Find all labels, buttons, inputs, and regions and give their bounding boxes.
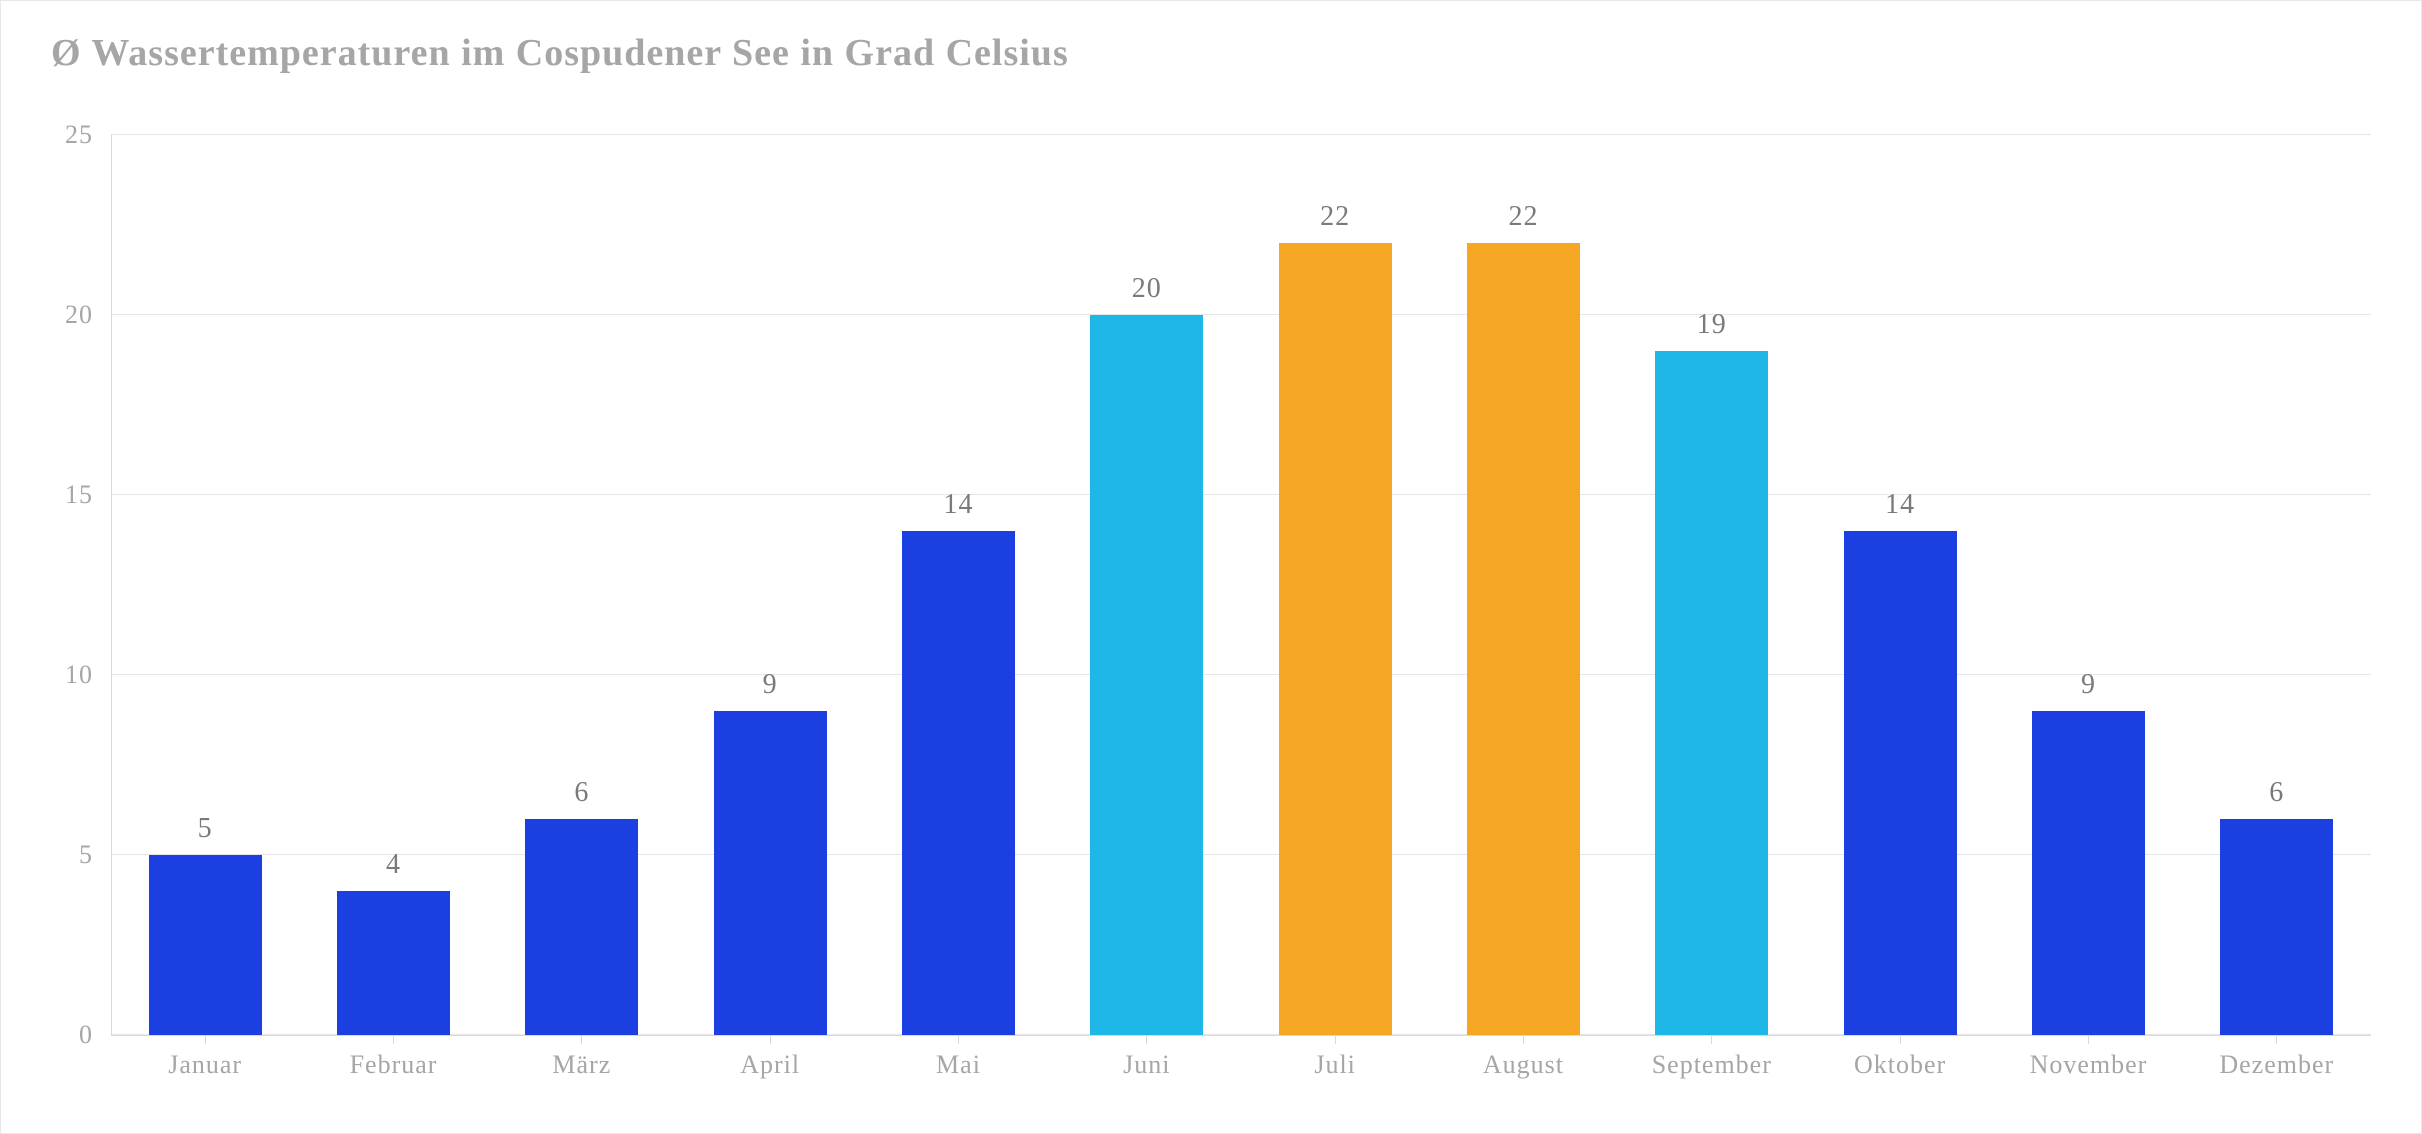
x-axis: Januar Februar März April Mai Juni Juli August S… bbox=[111, 1035, 2371, 1095]
bar-value-label: 19 bbox=[1697, 309, 1727, 341]
x-axis-label: August bbox=[1483, 1050, 1564, 1095]
y-tick-label: 10 bbox=[65, 660, 93, 690]
bar-value-label: 4 bbox=[386, 849, 401, 881]
x-axis-label: Januar bbox=[168, 1050, 242, 1095]
x-axis-label: Februar bbox=[350, 1050, 438, 1095]
bar bbox=[1090, 315, 1203, 1035]
x-tick-mark bbox=[205, 1036, 206, 1044]
x-tick: September bbox=[1618, 1036, 1806, 1095]
bar-value-label: 14 bbox=[1885, 489, 1915, 521]
x-tick: August bbox=[1429, 1036, 1617, 1095]
y-tick-label: 0 bbox=[79, 1020, 93, 1050]
bar bbox=[902, 531, 1015, 1035]
x-axis-label: März bbox=[552, 1050, 611, 1095]
x-tick-mark bbox=[1900, 1036, 1901, 1044]
chart-container: Ø Wassertemperaturen im Cospudener See i… bbox=[1, 1, 2421, 1133]
x-tick-mark bbox=[1711, 1036, 1712, 1044]
bar bbox=[2220, 819, 2333, 1035]
bar bbox=[1467, 243, 1580, 1035]
bar bbox=[1655, 351, 1768, 1035]
x-axis-label: Juni bbox=[1123, 1050, 1170, 1095]
x-tick-mark bbox=[958, 1036, 959, 1044]
x-tick: November bbox=[1994, 1036, 2182, 1095]
x-tick: Januar bbox=[111, 1036, 299, 1095]
bar-value-label: 6 bbox=[2269, 777, 2284, 809]
bar-value-label: 14 bbox=[943, 489, 973, 521]
x-axis-label: Dezember bbox=[2219, 1050, 2334, 1095]
bar bbox=[2032, 711, 2145, 1035]
bar bbox=[149, 855, 262, 1035]
y-tick-label: 5 bbox=[79, 840, 93, 870]
x-tick: Februar bbox=[299, 1036, 487, 1095]
y-tick-label: 15 bbox=[65, 480, 93, 510]
y-tick-label: 25 bbox=[65, 120, 93, 150]
bar-slot: 4 bbox=[299, 135, 487, 1035]
x-tick: Mai bbox=[864, 1036, 1052, 1095]
x-tick: Juni bbox=[1053, 1036, 1241, 1095]
bar bbox=[1844, 531, 1957, 1035]
bar-slot: 22 bbox=[1241, 135, 1429, 1035]
bar-slot: 20 bbox=[1053, 135, 1241, 1035]
x-tick-mark bbox=[1335, 1036, 1336, 1044]
x-axis-label: Mai bbox=[936, 1050, 981, 1095]
x-tick-mark bbox=[1523, 1036, 1524, 1044]
x-axis-label: September bbox=[1652, 1050, 1772, 1095]
bar-slot: 9 bbox=[1994, 135, 2182, 1035]
bar-slot: 6 bbox=[488, 135, 676, 1035]
x-tick: April bbox=[676, 1036, 864, 1095]
bar bbox=[714, 711, 827, 1035]
x-tick-mark bbox=[2276, 1036, 2277, 1044]
x-tick-mark bbox=[1146, 1036, 1147, 1044]
x-axis-label: Juli bbox=[1314, 1050, 1356, 1095]
bar-slot: 5 bbox=[111, 135, 299, 1035]
bar bbox=[337, 891, 450, 1035]
bar-value-label: 20 bbox=[1132, 273, 1162, 305]
bar bbox=[525, 819, 638, 1035]
x-tick: Dezember bbox=[2183, 1036, 2371, 1095]
bar-slot: 22 bbox=[1429, 135, 1617, 1035]
x-tick: März bbox=[488, 1036, 676, 1095]
x-tick-mark bbox=[770, 1036, 771, 1044]
x-tick-mark bbox=[2088, 1036, 2089, 1044]
x-axis-label: November bbox=[2030, 1050, 2148, 1095]
y-tick-label: 20 bbox=[65, 300, 93, 330]
x-tick-mark bbox=[581, 1036, 582, 1044]
bar-slot: 9 bbox=[676, 135, 864, 1035]
x-tick: Oktober bbox=[1806, 1036, 1994, 1095]
y-axis: 0510152025 bbox=[41, 135, 101, 1035]
bar-value-label: 9 bbox=[763, 669, 778, 701]
plot-area: 0510152025 546914202222191496 JanuarFebr… bbox=[41, 135, 2381, 1095]
bar-value-label: 5 bbox=[198, 813, 213, 845]
x-axis-label: Oktober bbox=[1854, 1050, 1946, 1095]
bar-value-label: 9 bbox=[2081, 669, 2096, 701]
x-tick-mark bbox=[393, 1036, 394, 1044]
bar bbox=[1279, 243, 1392, 1035]
x-axis-label: April bbox=[740, 1050, 800, 1095]
bar-slot: 14 bbox=[1806, 135, 1994, 1035]
bar-value-label: 22 bbox=[1320, 201, 1350, 233]
chart-title: Ø Wassertemperaturen im Cospudener See i… bbox=[41, 31, 2381, 75]
bar-slot: 14 bbox=[864, 135, 1052, 1035]
bar-slot: 19 bbox=[1618, 135, 1806, 1035]
x-tick: Juli bbox=[1241, 1036, 1429, 1095]
bars-area: 5 4 6 9 14 20 22 22 19 14 9 6 bbox=[111, 135, 2371, 1035]
bar-value-label: 22 bbox=[1508, 201, 1538, 233]
bar-slot: 6 bbox=[2183, 135, 2371, 1035]
bar-value-label: 6 bbox=[574, 777, 589, 809]
